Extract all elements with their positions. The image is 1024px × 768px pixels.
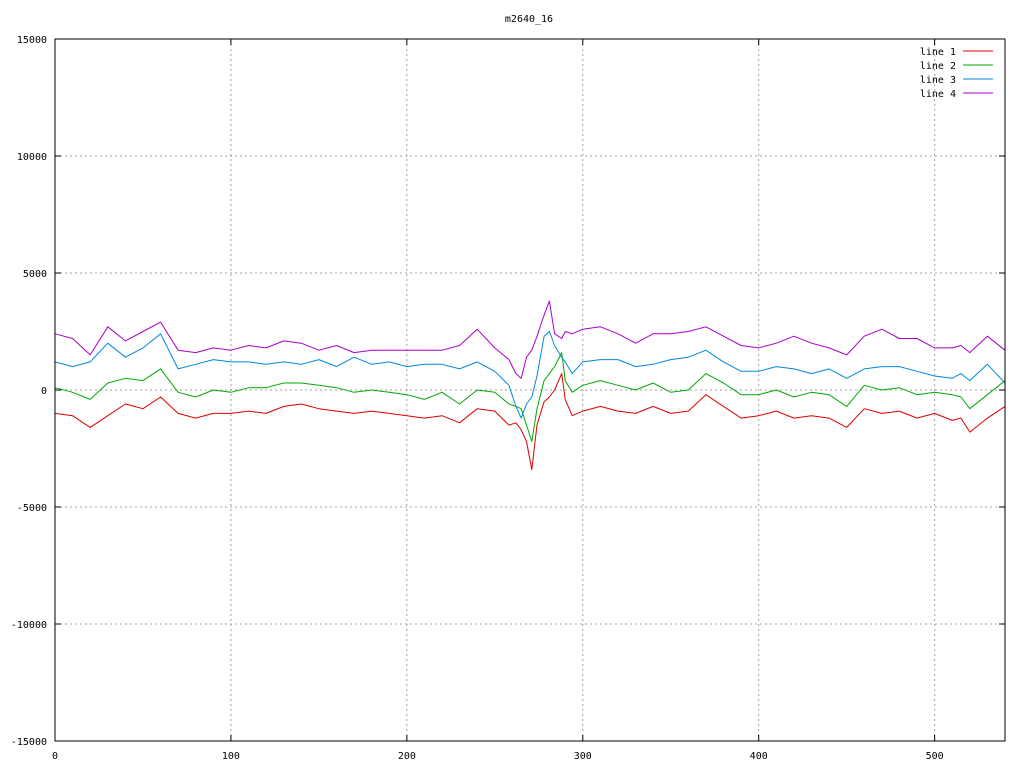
grid-lines [55, 39, 1005, 741]
chart-title: m2640_16 [505, 14, 553, 25]
y-tick-label: 10000 [17, 152, 47, 163]
legend: line 1 line 2 line 3 line 4 [920, 47, 993, 100]
y-tick-label: -5000 [17, 503, 47, 514]
x-tick-label: 500 [926, 751, 944, 762]
x-tick-label: 400 [750, 751, 768, 762]
y-tick-label: -15000 [11, 737, 47, 748]
x-tick-label: 300 [574, 751, 592, 762]
legend-label: line 4 [920, 89, 956, 100]
y-tick-label: 0 [41, 386, 47, 397]
series-line-1 [54, 373, 1006, 471]
x-tick-label: 200 [398, 751, 416, 762]
y-tick-label: -10000 [11, 620, 47, 631]
legend-label: line 1 [920, 47, 956, 58]
y-tick-label: 5000 [23, 269, 47, 280]
x-tick-label: 100 [222, 751, 240, 762]
x-tick-label: 0 [52, 751, 58, 762]
axis-ticks: -15000 -10000 -5000 0 5000 10000 15000 0 100 200 3… [11, 35, 1005, 762]
y-tick-label: 15000 [17, 35, 47, 46]
series-line-2 [54, 352, 1006, 442]
series-lines [54, 300, 1006, 471]
series-line-3 [54, 331, 1006, 419]
legend-label: line 3 [920, 75, 956, 86]
legend-label: line 2 [920, 61, 956, 72]
series-line-4 [54, 300, 1006, 379]
